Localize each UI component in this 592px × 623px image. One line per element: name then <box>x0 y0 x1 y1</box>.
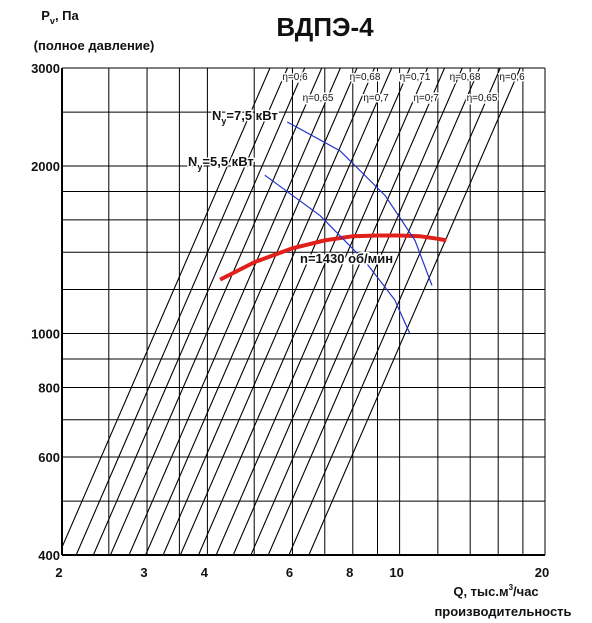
background <box>0 0 592 623</box>
efficiency-label: η=0,6 <box>282 72 308 83</box>
efficiency-label: η=0,7 <box>413 93 439 104</box>
efficiency-label: η=0,68 <box>450 72 481 83</box>
y-tick-label: 400 <box>38 548 60 563</box>
x-label-unit: /час <box>513 584 539 599</box>
x-tick-label: 8 <box>346 565 353 580</box>
x-tick-label: 3 <box>140 565 147 580</box>
x-tick-label: 20 <box>535 565 549 580</box>
y-label-unit: , Па <box>55 8 80 23</box>
x-axis-label: Q, тыс.м3/час <box>453 583 538 599</box>
y-tick-label: 1000 <box>31 327 60 342</box>
efficiency-label: η=0,65 <box>467 93 498 104</box>
y-tick-label: 3000 <box>31 61 60 76</box>
x-tick-label: 2 <box>55 565 62 580</box>
y-tick-label: 2000 <box>31 159 60 174</box>
efficiency-label: η=0,7 <box>363 93 389 104</box>
efficiency-label: η=0,71 <box>400 72 431 83</box>
efficiency-label: η=0,6 <box>499 72 525 83</box>
efficiency-label: η=0,68 <box>350 72 381 83</box>
x-tick-label: 10 <box>389 565 403 580</box>
chart-title: ВДПЭ-4 <box>276 12 374 42</box>
label-symbol: N <box>188 154 197 169</box>
y-tick-label: 600 <box>38 450 60 465</box>
x-tick-label: 6 <box>286 565 293 580</box>
label-symbol: N <box>212 108 221 123</box>
label-text: =7,5 кВт <box>226 108 277 123</box>
x-tick-label: 4 <box>201 565 209 580</box>
label-text: =5,5 кВт <box>202 154 253 169</box>
chart: ВДПЭ-4 Pv, Па (полное давление) Q, тыс.м… <box>0 0 592 623</box>
y-tick-label: 800 <box>38 380 60 395</box>
x-label-main: Q, тыс.м <box>453 584 508 599</box>
y-axis-label-line2: (полное давление) <box>34 38 155 53</box>
y-label-symbol: P <box>41 8 50 23</box>
efficiency-label: η=0,65 <box>303 93 334 104</box>
x-axis-label-line2: производительность <box>434 604 571 619</box>
curve-label: n=1430 об/мин <box>300 251 393 266</box>
